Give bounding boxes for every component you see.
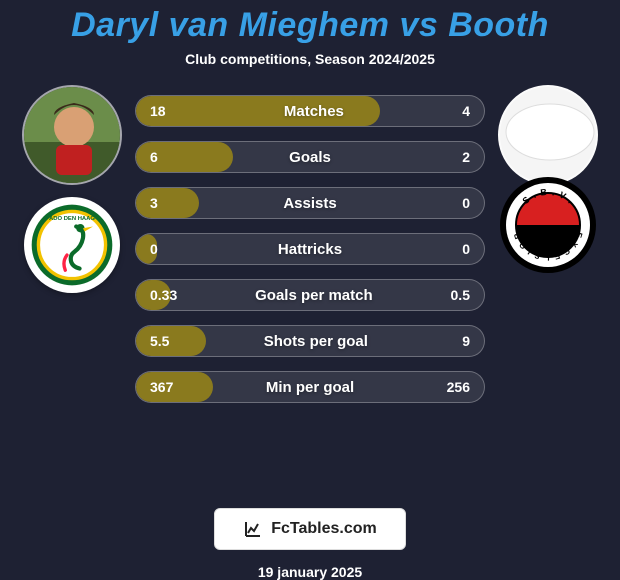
right-player-avatar xyxy=(498,85,598,185)
footer-date: 19 january 2025 xyxy=(258,564,362,580)
comparison-card: Daryl van Mieghem vs Booth Club competit… xyxy=(0,0,620,580)
stat-fill xyxy=(136,326,206,356)
subtitle: Club competitions, Season 2024/2025 xyxy=(185,51,435,67)
page-title: Daryl van Mieghem vs Booth xyxy=(71,6,549,45)
left-column: ADO DEN HAAG xyxy=(17,95,127,415)
ado-badge-svg: ADO DEN HAAG xyxy=(30,203,114,287)
right-column: S . B . V . E X C E L S I O R xyxy=(493,95,603,415)
brand-badge[interactable]: FcTables.com xyxy=(214,508,406,550)
stat-left-value: 0.33 xyxy=(150,287,177,303)
stat-label: Hattricks xyxy=(278,241,342,258)
stat-row: 367 Min per goal 256 xyxy=(135,371,485,403)
left-club-badge: ADO DEN HAAG xyxy=(22,195,122,295)
stats-list: 18 Matches 4 6 Goals 2 3 Assists 0 0 Hattricks 0 0.3… xyxy=(135,95,485,403)
excelsior-badge-svg: S . B . V . E X C E L S I O R xyxy=(498,175,598,275)
stat-right-value: 0 xyxy=(462,195,470,211)
stat-row: 5.5 Shots per goal 9 xyxy=(135,325,485,357)
stat-left-value: 367 xyxy=(150,379,173,395)
stat-row: 0.33 Goals per match 0.5 xyxy=(135,279,485,311)
stat-label: Assists xyxy=(283,195,336,212)
right-club-badge: S . B . V . E X C E L S I O R xyxy=(498,175,598,275)
left-player-avatar xyxy=(22,85,122,185)
brand-text: FcTables.com xyxy=(271,520,377,538)
stat-right-value: 0 xyxy=(462,241,470,257)
stat-label: Goals xyxy=(289,149,331,166)
club-left-text: ADO DEN HAAG xyxy=(49,216,95,222)
main-area: ADO DEN HAAG 18Matches46Goals23Assists00… xyxy=(0,95,620,492)
stat-row: 0 Hattricks 0 xyxy=(135,233,485,265)
stat-label: Matches xyxy=(284,103,344,120)
stat-row: 6 Goals 2 xyxy=(135,141,485,173)
stat-left-value: 18 xyxy=(150,103,166,119)
stat-fill xyxy=(136,188,199,218)
stat-row: 3 Assists 0 xyxy=(135,187,485,219)
stat-right-value: 0.5 xyxy=(451,287,470,303)
chart-icon xyxy=(243,519,263,539)
stat-fill xyxy=(136,372,213,402)
stat-right-value: 4 xyxy=(462,103,470,119)
avatar-placeholder-svg xyxy=(24,87,122,185)
stat-left-value: 6 xyxy=(150,149,158,165)
stat-right-value: 9 xyxy=(462,333,470,349)
stat-label: Min per goal xyxy=(266,379,354,396)
stat-left-value: 3 xyxy=(150,195,158,211)
blank-avatar-svg xyxy=(500,87,598,185)
stat-label: Goals per match xyxy=(255,287,373,304)
stat-left-value: 0 xyxy=(150,241,158,257)
stat-label: Shots per goal xyxy=(264,333,368,350)
stat-row: 18 Matches 4 xyxy=(135,95,485,127)
stat-right-value: 2 xyxy=(462,149,470,165)
stat-left-value: 5.5 xyxy=(150,333,169,349)
stat-right-value: 256 xyxy=(447,379,470,395)
